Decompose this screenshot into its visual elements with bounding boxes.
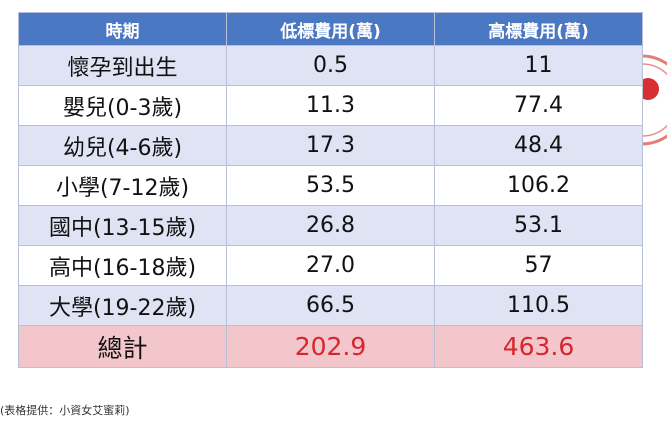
table-row: 懷孕到出生 0.5 11 [18,45,643,86]
table-body: 懷孕到出生 0.5 11 嬰兒(0-3歲) 11.3 77.4 幼兒(4-6歲) 17.3 48… [18,45,643,368]
cost-cell: 26.8 [226,205,435,246]
table-row: 小學(7-12歲) 53.5 106.2 [18,165,643,206]
table-row: 高中(16-18歲) 27.0 57 [18,245,643,286]
cost-cell: 17.3 [226,125,435,166]
cost-cell: 110.5 [434,285,643,326]
period-cell: 嬰兒(0-3歲) [18,85,227,126]
caption: (表格提供：小資女艾蜜莉) [0,404,130,417]
header-cell: 低標費用(萬) [226,12,435,46]
table-row: 大學(19-22歲) 66.5 110.5 [18,285,643,326]
period-cell: 高中(16-18歲) [18,245,227,286]
table-container: 時期 低標費用(萬) 高標費用(萬) 懷孕到出生 0.5 11 嬰兒(0-3歲) 11.3 7… [18,12,643,368]
cost-table: 時期 低標費用(萬) 高標費用(萬) 懷孕到出生 0.5 11 嬰兒(0-3歲) 11.3 7… [18,12,643,368]
header-row: 時期 低標費用(萬) 高標費用(萬) [18,12,643,46]
table-row: 嬰兒(0-3歲) 11.3 77.4 [18,85,643,126]
cost-cell: 57 [434,245,643,286]
period-cell: 大學(19-22歲) [18,285,227,326]
cost-cell: 106.2 [434,165,643,206]
period-cell: 小學(7-12歲) [18,165,227,206]
cost-cell: 11 [434,45,643,86]
cost-cell: 77.4 [434,85,643,126]
table-row: 國中(13-15歲) 26.8 53.1 [18,205,643,246]
total-cell: 463.6 [434,325,643,368]
period-cell: 幼兒(4-6歲) [18,125,227,166]
cost-cell: 66.5 [226,285,435,326]
cost-cell: 53.5 [226,165,435,206]
period-cell: 國中(13-15歲) [18,205,227,246]
header-cell: 高標費用(萬) [434,12,643,46]
cost-cell: 0.5 [226,45,435,86]
cost-cell: 48.4 [434,125,643,166]
cost-cell: 53.1 [434,205,643,246]
total-label: 總計 [18,325,227,368]
period-cell: 懷孕到出生 [18,45,227,86]
total-cell: 202.9 [226,325,435,368]
total-row: 總計 202.9 463.6 [18,325,643,368]
table-row: 幼兒(4-6歲) 17.3 48.4 [18,125,643,166]
header-cell: 時期 [18,12,227,46]
cost-cell: 27.0 [226,245,435,286]
cost-cell: 11.3 [226,85,435,126]
